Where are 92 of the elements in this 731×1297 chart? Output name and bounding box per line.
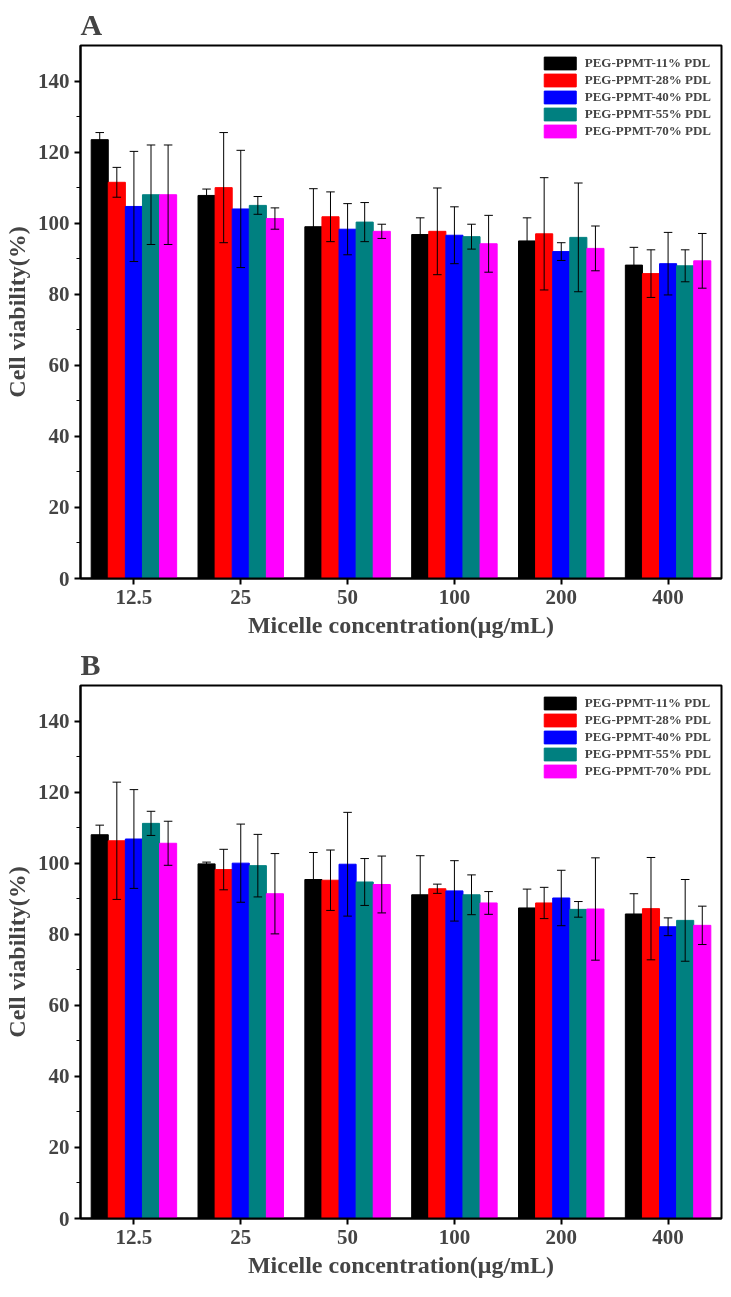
bar	[535, 233, 554, 579]
y-tick-label: 100	[38, 211, 70, 236]
y-tick-label: 80	[48, 282, 70, 307]
y-tick-label: 120	[38, 140, 70, 165]
bar	[248, 865, 267, 1219]
y-axis-title: Cell viability(%)	[4, 866, 30, 1038]
chart-title: B	[80, 647, 101, 681]
x-tick-label: 25	[230, 584, 252, 609]
legend-label: PEG-PPMT-55% PDL	[584, 746, 711, 762]
bar	[265, 893, 284, 1219]
y-tick-label: 80	[48, 922, 70, 947]
bar	[141, 194, 161, 579]
bar	[445, 234, 464, 579]
x-tick-label: 200	[545, 1224, 577, 1249]
bar	[214, 869, 233, 1219]
bar	[124, 205, 143, 579]
legend-label: PEG-PPMT-28% PDL	[584, 712, 711, 728]
bar	[265, 218, 284, 579]
y-tick-label: 140	[38, 709, 70, 734]
x-tick-label: 50	[337, 1224, 359, 1249]
y-tick-label: 100	[38, 851, 70, 876]
bar	[676, 919, 695, 1219]
legend-label: PEG-PPMT-11% PDL	[584, 695, 711, 711]
y-tick-label: 120	[38, 780, 70, 805]
bar	[372, 230, 391, 579]
bar	[321, 879, 340, 1219]
bar	[159, 842, 178, 1219]
x-tick-label: 400	[652, 1224, 684, 1249]
x-tick-label: 12.5	[115, 1224, 153, 1249]
y-tick-label: 60	[48, 353, 70, 378]
bar	[659, 926, 678, 1219]
bar	[479, 243, 498, 579]
bar	[428, 888, 447, 1219]
x-tick-label: 50	[337, 584, 359, 609]
x-tick-label: 12.5	[115, 584, 153, 609]
legend-label: PEG-PPMT-28% PDL	[584, 72, 711, 88]
bar	[569, 236, 588, 579]
bar	[641, 273, 661, 579]
legend-label: PEG-PPMT-11% PDL	[584, 55, 711, 71]
bar	[445, 890, 464, 1219]
bar	[641, 908, 661, 1219]
bar	[462, 236, 481, 579]
y-tick-label: 0	[59, 566, 70, 591]
bar	[355, 881, 374, 1219]
bar	[214, 187, 233, 579]
x-tick-label: 100	[438, 584, 471, 609]
legend-label: PEG-PPMT-70% PDL	[584, 763, 711, 779]
x-tick-label: 400	[652, 584, 684, 609]
bar	[535, 902, 554, 1219]
bar	[693, 260, 712, 579]
bar	[248, 204, 267, 579]
x-axis-title: Micelle concentration(μg/mL)	[247, 611, 555, 638]
y-tick-label: 60	[48, 993, 70, 1018]
bar	[676, 265, 695, 579]
y-tick-label: 40	[48, 424, 70, 449]
x-tick-label: 100	[438, 1224, 471, 1249]
bar	[372, 883, 391, 1219]
bar	[355, 221, 374, 579]
y-tick-label: 20	[48, 1135, 70, 1160]
legend-label: PEG-PPMT-70% PDL	[584, 123, 711, 139]
bar	[141, 822, 161, 1219]
bar	[586, 247, 605, 579]
bar	[428, 230, 447, 579]
chart-title: A	[80, 7, 103, 41]
bar	[321, 216, 340, 579]
bar	[693, 924, 712, 1219]
bar	[231, 208, 250, 579]
bar	[552, 897, 571, 1219]
x-axis-title: Micelle concentration(μg/mL)	[247, 1251, 555, 1278]
legend-label: PEG-PPMT-55% PDL	[584, 106, 711, 122]
bar	[659, 263, 678, 579]
bar	[338, 863, 357, 1219]
bar	[231, 862, 250, 1219]
bar	[552, 251, 571, 579]
y-tick-label: 20	[48, 495, 70, 520]
x-tick-label: 25	[230, 1224, 252, 1249]
legend-label: PEG-PPMT-40% PDL	[584, 729, 711, 745]
bar	[107, 181, 126, 579]
bar	[586, 908, 605, 1219]
y-tick-label: 40	[48, 1064, 70, 1089]
y-tick-label: 140	[38, 69, 70, 94]
y-axis-title: Cell viability(%)	[4, 226, 30, 398]
bar	[479, 902, 498, 1219]
bar	[159, 194, 178, 579]
bar	[107, 840, 126, 1219]
y-tick-label: 0	[59, 1206, 70, 1231]
x-tick-label: 200	[545, 584, 577, 609]
bar	[569, 908, 588, 1219]
bar	[124, 838, 143, 1219]
bar	[462, 894, 481, 1219]
legend-label: PEG-PPMT-40% PDL	[584, 89, 711, 105]
bar	[338, 228, 357, 579]
